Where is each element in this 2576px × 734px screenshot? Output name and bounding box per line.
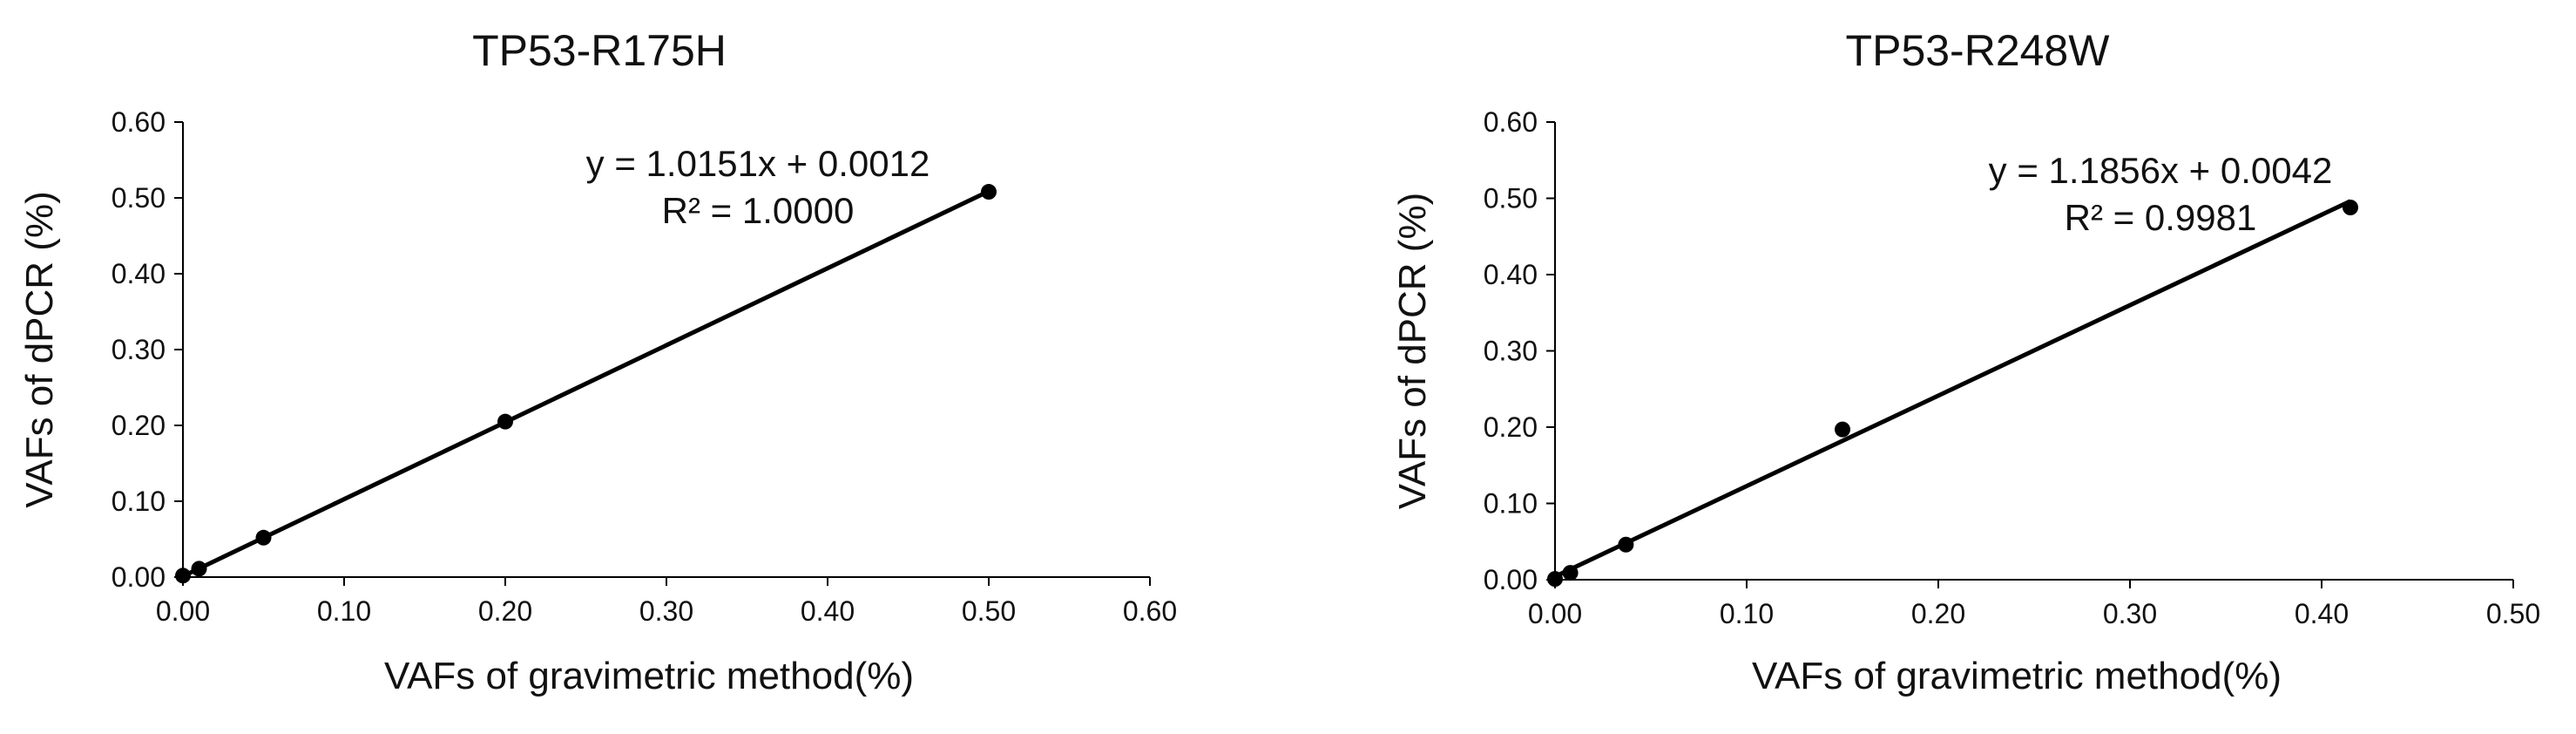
- y-tick-label: 0.50: [1484, 183, 1538, 214]
- x-axis-label: VAFs of gravimetric method(%): [1752, 655, 2282, 697]
- y-tick-label: 0.10: [1484, 488, 1538, 520]
- x-tick-label: 0.30: [639, 595, 693, 627]
- y-tick-label: 0.20: [1484, 411, 1538, 443]
- y-tick-label: 0.50: [112, 182, 166, 214]
- x-tick-label: 0.20: [478, 595, 532, 627]
- x-tick-label: 0.50: [962, 595, 1016, 627]
- data-point: [1618, 536, 1634, 553]
- data-point: [191, 561, 207, 577]
- x-tick-label: 0.00: [1528, 598, 1582, 629]
- trendline-equation: y = 1.1856x + 0.0042: [1989, 150, 2333, 191]
- data-point: [175, 567, 191, 584]
- trendline-equation: y = 1.0151x + 0.0012: [586, 143, 930, 184]
- x-tick-label: 0.10: [1720, 598, 1774, 629]
- y-tick-label: 0.00: [112, 561, 166, 593]
- x-tick-label: 0.10: [317, 595, 371, 627]
- y-tick-label: 0.40: [112, 258, 166, 289]
- y-axis-label: VAFs of dPCR (%): [1391, 193, 1434, 509]
- y-tick-label: 0.00: [1484, 564, 1538, 595]
- chart-title: TP53-R248W: [1846, 26, 2111, 75]
- x-tick-label: 0.40: [2295, 598, 2349, 629]
- y-tick-label: 0.60: [1484, 106, 1538, 138]
- y-axis-label: VAFs of dPCR (%): [18, 191, 61, 507]
- data-point: [1547, 571, 1563, 588]
- x-tick-label: 0.00: [156, 595, 210, 627]
- x-tick-label: 0.20: [1911, 598, 1965, 629]
- chart-1: TP53-R175H 0.00 0.10 0.20 0.30 0.40 0.50 0.60 0.…: [18, 26, 1177, 697]
- data-point: [981, 184, 997, 200]
- data-point: [1835, 421, 1850, 438]
- y-tick-label: 0.30: [1484, 336, 1538, 367]
- data-point: [2343, 200, 2358, 215]
- x-axis-label: VAFs of gravimetric method(%): [384, 655, 914, 697]
- trendline: [1553, 199, 2352, 579]
- y-tick-label: 0.40: [1484, 259, 1538, 290]
- y-tick-label: 0.10: [112, 486, 166, 517]
- y-tick-label: 0.30: [112, 334, 166, 365]
- data-point: [255, 529, 272, 546]
- x-tick-label: 0.50: [2486, 598, 2540, 629]
- data-point: [497, 413, 513, 430]
- trendline: [181, 189, 991, 579]
- x-tick-label: 0.60: [1123, 595, 1177, 627]
- r-squared-label: R² = 1.0000: [662, 190, 855, 231]
- data-point: [1562, 565, 1579, 581]
- chart-title: TP53-R175H: [472, 26, 727, 75]
- x-tick-label: 0.30: [2103, 598, 2157, 629]
- chart-2: TP53-R248W 0.00 0.10 0.20 0.30 0.40 0.50 0.00 0.…: [1391, 26, 2540, 697]
- r-squared-label: R² = 0.9981: [2065, 197, 2257, 238]
- y-tick-label: 0.60: [112, 106, 166, 138]
- x-tick-label: 0.40: [801, 595, 855, 627]
- y-tick-label: 0.20: [112, 410, 166, 441]
